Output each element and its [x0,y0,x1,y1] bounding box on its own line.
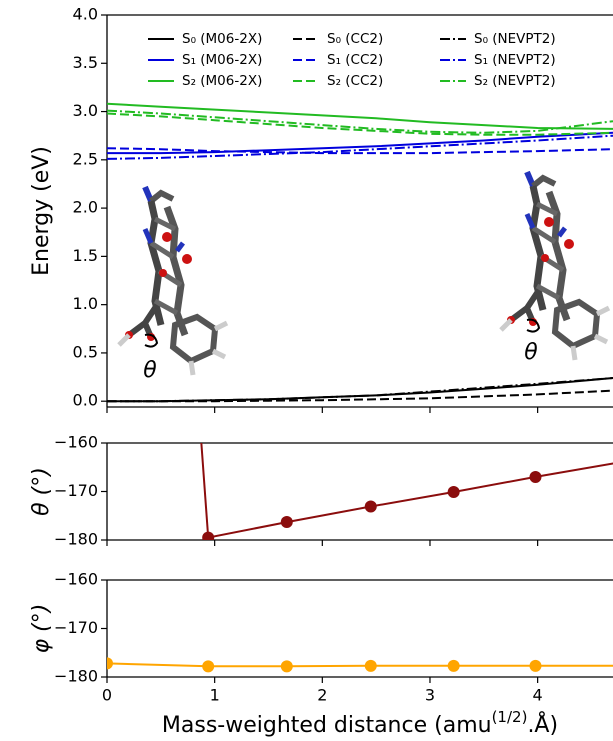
data-point [529,471,541,483]
x-tick-label: 0 [102,686,112,705]
y-tick-label: 4.0 [73,5,98,24]
y-tick-label: 0.5 [73,342,98,361]
x-tick-label: 2 [317,686,327,705]
legend-label: S₀ (M06-2X) [182,31,262,47]
series-line [107,378,613,401]
data-point [448,660,460,672]
y-tick-label: −160 [54,570,98,589]
y-tick-label: −180 [54,667,98,686]
y-tick-label: −160 [54,433,98,452]
data-point [448,486,460,498]
legend-label: S₀ (CC2) [327,31,383,47]
data-point [281,516,293,528]
data-point [202,532,214,544]
x-axis-label-end: .Å) [527,711,558,738]
legend-label: S₁ (CC2) [327,52,383,68]
data-point [365,501,377,513]
legend-label: S₂ (M06-2X) [182,73,262,89]
y-tick-label: 2.5 [73,149,98,168]
x-axis-label-sup: (1/2) [492,708,528,726]
y-tick-label: 2.0 [73,198,98,217]
series-line [107,104,613,129]
y-tick-label: −170 [54,618,98,637]
series-line [107,378,613,401]
y-tick-label: −180 [54,530,98,549]
legend-label: S₁ (M06-2X) [182,52,262,68]
annotation: θ [143,358,157,383]
molecule-image [119,187,227,375]
figure: 0.0 0.5 1.0 1.5 2.0 2.5 3.0 3.5 4.0 Energy (eV) S₀… [0,0,613,741]
data-point [101,657,113,669]
plot-area [194,413,613,544]
y-axis-label: Energy (eV) [29,146,54,276]
data-point [194,413,206,425]
x-tick-label: 1 [210,686,220,705]
plot-area [101,657,613,672]
x-axis-label: Mass-weighted distance (amu(1/2).Å) [162,708,558,739]
legend-label: S₂ (NEVPT2) [474,73,556,89]
data-point [202,660,214,672]
annotation: θ [524,340,538,365]
data-point [281,660,293,672]
y-tick-label: 1.0 [73,294,98,313]
y-tick-label: 0.0 [73,391,98,410]
legend-label: S₁ (NEVPT2) [474,52,556,68]
y-tick-label: 3.0 [73,101,98,120]
y-axis-label: θ (°) [29,467,54,516]
legend-label: S₂ (CC2) [327,73,383,89]
y-tick-label: 3.5 [73,53,98,72]
y-tick-label: −170 [54,481,98,500]
data-point [365,660,377,672]
data-point [529,660,541,672]
x-axis-label-text: Mass-weighted distance (amu [162,713,492,738]
series-line [200,419,613,538]
molecule-image [501,172,609,360]
x-tick-label: 3 [425,686,435,705]
legend-label: S₀ (NEVPT2) [474,31,556,47]
x-tick-label: 4 [533,686,543,705]
y-axis-label: φ (°) [29,604,54,654]
y-tick-label: 1.5 [73,246,98,265]
